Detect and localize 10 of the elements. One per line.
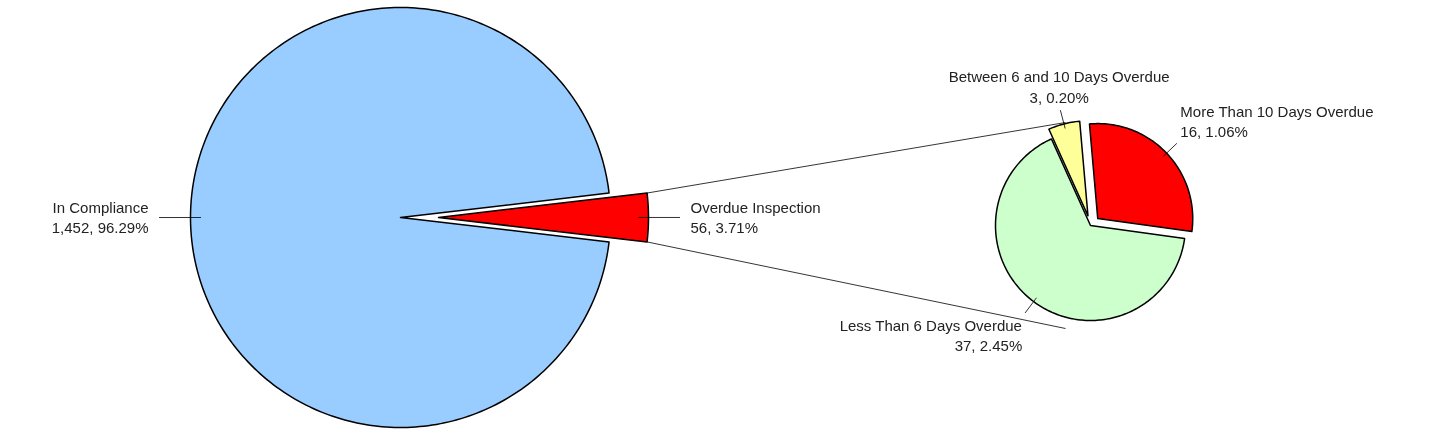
data-label: 1,452, 96.29% — [51, 219, 149, 237]
slice-label: Between 6 and 10 Days Overdue — [948, 68, 1170, 86]
slice-label: Overdue Inspection — [690, 198, 821, 216]
slice-label: More Than 10 Days Overdue — [1180, 102, 1374, 120]
data-label: 3, 0.20% — [1029, 88, 1089, 106]
slice-label: Less Than 6 Days Overdue — [839, 316, 1022, 334]
slice-label: In Compliance — [52, 198, 149, 216]
data-label: 16, 1.06% — [1180, 123, 1248, 141]
data-label: 37, 2.45% — [954, 337, 1023, 355]
data-label: 56, 3.71% — [690, 219, 759, 237]
